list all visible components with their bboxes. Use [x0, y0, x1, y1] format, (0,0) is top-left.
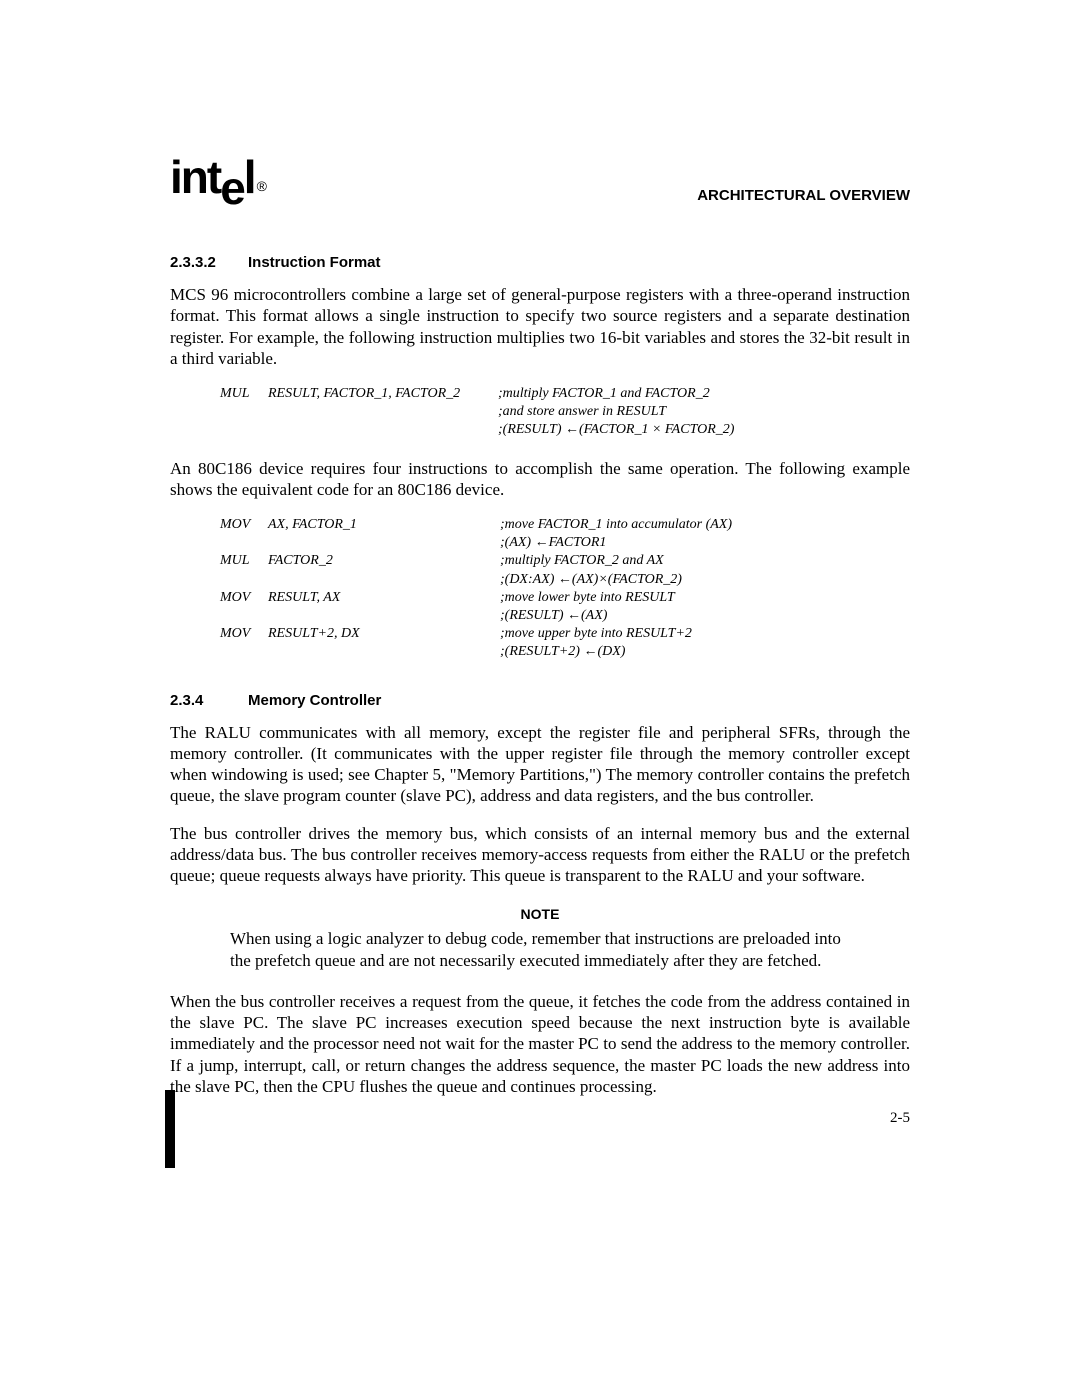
code-row: MOV RESULT+2, DX ;move upper byte into R… — [220, 625, 910, 643]
code-op — [220, 421, 268, 439]
code-args: RESULT, FACTOR_1, FACTOR_2 — [268, 385, 498, 403]
code-op — [220, 571, 268, 589]
section-title: Memory Controller — [248, 692, 381, 709]
section-title: Instruction Format — [248, 254, 381, 271]
code-op: MUL — [220, 385, 268, 403]
code-comment: ;move FACTOR_1 into accumulator (AX) — [500, 516, 910, 534]
note-body: When using a logic analyzer to debug cod… — [230, 928, 850, 971]
code-op: MOV — [220, 625, 268, 643]
intel-logo: intel® — [170, 150, 265, 204]
para-intro: MCS 96 microcontrollers combine a large … — [170, 284, 910, 369]
code-args — [268, 607, 500, 625]
code-row: MUL FACTOR_2 ;multiply FACTOR_2 and AX — [220, 552, 910, 570]
code-op — [220, 534, 268, 552]
page-number: 2-5 — [890, 1110, 910, 1127]
code-args: RESULT+2, DX — [268, 625, 500, 643]
code-block-1: MUL RESULT, FACTOR_1, FACTOR_2 ;multiply… — [220, 385, 910, 440]
section-234-head: 2.3.4 Memory Controller — [170, 692, 910, 710]
code-comment: ;multiply FACTOR_1 and FACTOR_2 — [498, 385, 910, 403]
logo-text-main: int — [170, 150, 220, 204]
code-args: RESULT, AX — [268, 589, 500, 607]
code-comment: ;(DX:AX) ←(AX)×(FACTOR_2) — [500, 571, 910, 589]
code-block-2: MOV AX, FACTOR_1 ;move FACTOR_1 into acc… — [220, 516, 910, 662]
code-comment: ;(AX) ←FACTOR1 — [500, 534, 910, 552]
code-args — [268, 571, 500, 589]
code-args: AX, FACTOR_1 — [268, 516, 500, 534]
code-row: ;and store answer in RESULT — [220, 403, 910, 421]
code-row: ;(RESULT) ←(AX) — [220, 607, 910, 625]
logo-text-drop: e — [220, 161, 244, 215]
code-row: ;(RESULT+2) ←(DX) — [220, 643, 910, 661]
code-args — [268, 534, 500, 552]
para-mem-1: The RALU communicates with all memory, e… — [170, 722, 910, 807]
code-args — [268, 403, 498, 421]
code-op: MOV — [220, 516, 268, 534]
code-op — [220, 643, 268, 661]
code-args — [268, 421, 498, 439]
logo-registered: ® — [257, 178, 265, 194]
code-comment: ;move upper byte into RESULT+2 — [500, 625, 910, 643]
margin-cut-bar — [165, 1090, 175, 1168]
code-comment: ;(RESULT) ←(FACTOR_1 × FACTOR_2) — [498, 421, 910, 439]
header-title: ARCHITECTURAL OVERVIEW — [697, 187, 910, 204]
code-op: MUL — [220, 552, 268, 570]
code-comment: ;(RESULT+2) ←(DX) — [500, 643, 910, 661]
code-comment: ;(RESULT) ←(AX) — [500, 607, 910, 625]
code-op — [220, 607, 268, 625]
logo-text-tail: l — [244, 150, 255, 204]
para-mem-2: The bus controller drives the memory bus… — [170, 823, 910, 887]
code-args: FACTOR_2 — [268, 552, 500, 570]
code-args — [268, 643, 500, 661]
code-row: ;(AX) ←FACTOR1 — [220, 534, 910, 552]
header-row: intel® ARCHITECTURAL OVERVIEW — [170, 150, 910, 204]
code-op — [220, 403, 268, 421]
code-comment: ;and store answer in RESULT — [498, 403, 910, 421]
section-2332-head: 2.3.3.2 Instruction Format — [170, 254, 910, 272]
code-row: ;(DX:AX) ←(AX)×(FACTOR_2) — [220, 571, 910, 589]
note-heading: NOTE — [170, 906, 910, 922]
code-comment: ;move lower byte into RESULT — [500, 589, 910, 607]
para-after-note: When the bus controller receives a reque… — [170, 991, 910, 1097]
code-row: MOV AX, FACTOR_1 ;move FACTOR_1 into acc… — [220, 516, 910, 534]
para-mid: An 80C186 device requires four instructi… — [170, 458, 910, 501]
code-row: MOV RESULT, AX ;move lower byte into RES… — [220, 589, 910, 607]
code-row: ;(RESULT) ←(FACTOR_1 × FACTOR_2) — [220, 421, 910, 439]
section-number: 2.3.3.2 — [170, 254, 244, 271]
code-comment: ;multiply FACTOR_2 and AX — [500, 552, 910, 570]
code-row: MUL RESULT, FACTOR_1, FACTOR_2 ;multiply… — [220, 385, 910, 403]
page: intel® ARCHITECTURAL OVERVIEW 2.3.3.2 In… — [0, 0, 1080, 1193]
code-op: MOV — [220, 589, 268, 607]
section-number: 2.3.4 — [170, 692, 244, 709]
